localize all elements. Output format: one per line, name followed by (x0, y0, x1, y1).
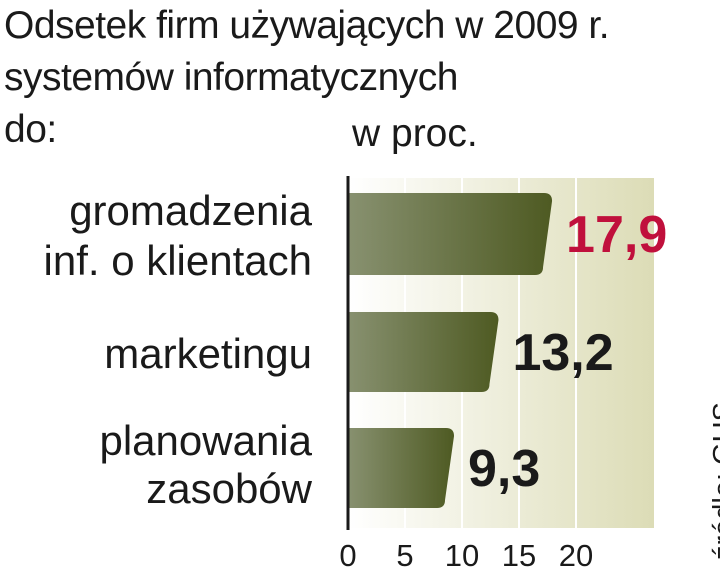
x-tick-labels: 0 5 10 15 20 (339, 538, 593, 573)
value-label: 17,9 (566, 206, 667, 264)
unit-label: w proc. (352, 112, 478, 155)
x-tick-label: 5 (396, 538, 413, 573)
title-line-3: do: (4, 108, 57, 151)
category-label: marketingu (104, 330, 312, 377)
bar (348, 193, 553, 275)
category-label: gromadzenia (69, 187, 312, 234)
category-label: zasobów (146, 465, 312, 512)
x-tick-label: 15 (502, 538, 536, 573)
category-label: inf. o klientach (44, 237, 313, 284)
category-label: planowania (99, 417, 312, 464)
bar (348, 312, 499, 392)
value-label: 9,3 (468, 440, 540, 498)
value-label: 13,2 (512, 324, 613, 382)
x-tick-label: 0 (339, 538, 356, 573)
x-tick-label: 20 (559, 538, 593, 573)
x-tick-label: 10 (445, 538, 479, 573)
chart-title: Odsetek firm używających w 2009 r. syste… (4, 0, 704, 156)
title-line-1: Odsetek firm używających w 2009 r. (4, 4, 610, 47)
bars (348, 193, 553, 508)
value-labels: 17,9 13,2 9,3 (468, 206, 667, 498)
source-note: źródło: GUS (708, 402, 720, 560)
title-line-2: systemów informatycznych (4, 56, 458, 99)
bar (348, 428, 455, 508)
